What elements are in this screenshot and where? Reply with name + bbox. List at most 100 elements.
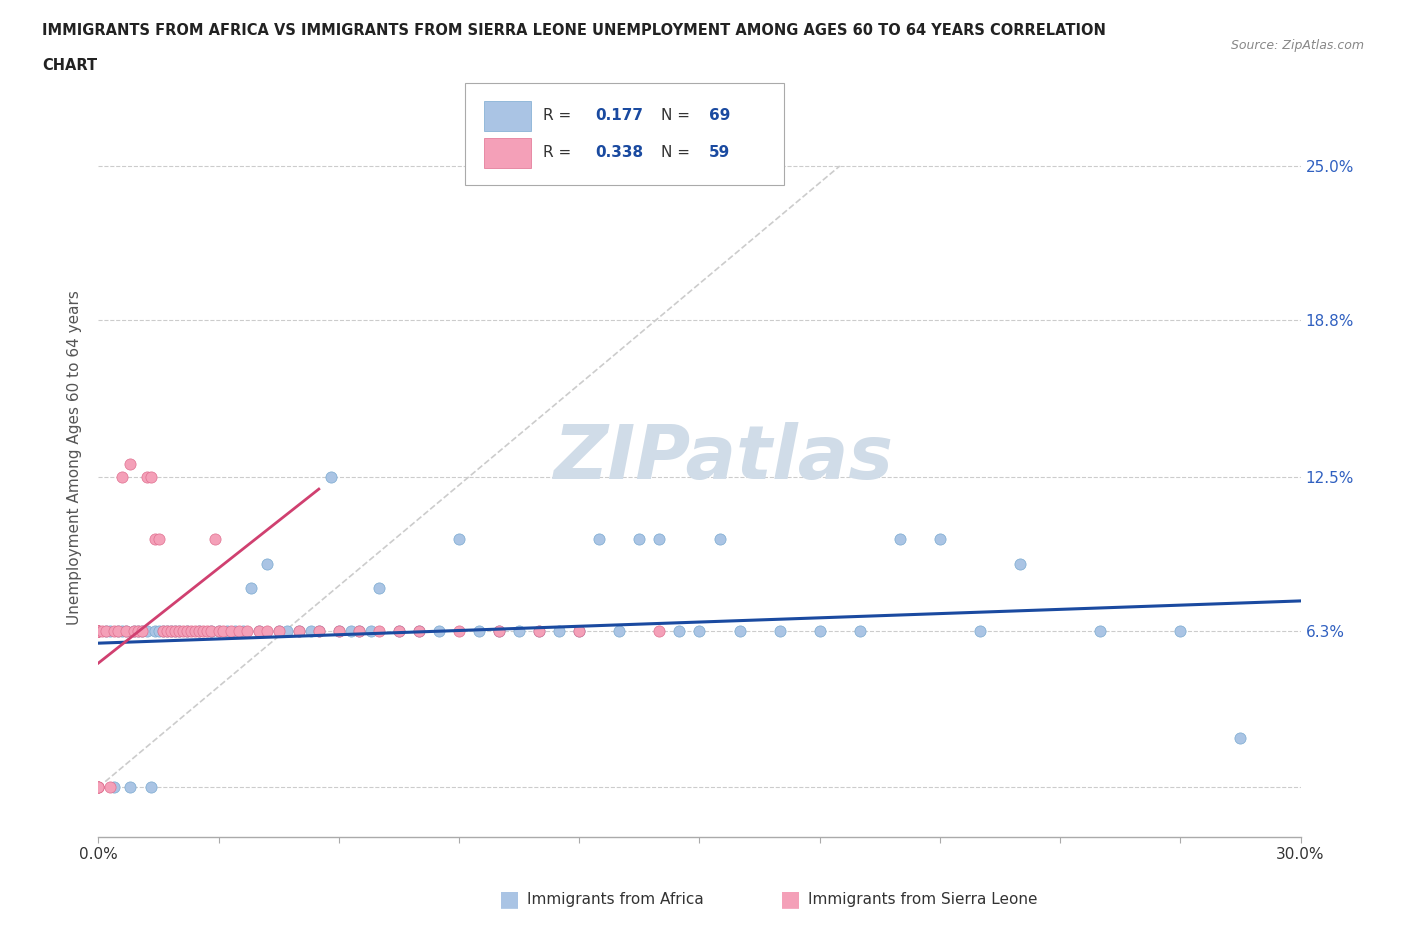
Point — [648, 531, 671, 546]
Point — [148, 623, 170, 638]
Point — [143, 623, 166, 638]
Point — [200, 623, 222, 638]
Point — [1229, 730, 1251, 745]
Point — [200, 623, 222, 638]
Text: R =: R = — [543, 108, 576, 123]
Point — [96, 623, 118, 638]
Text: ■: ■ — [780, 889, 801, 910]
Point — [568, 623, 591, 638]
Text: R =: R = — [543, 145, 576, 160]
Point — [388, 623, 411, 638]
Point — [111, 470, 134, 485]
Point — [87, 780, 110, 795]
Point — [128, 623, 150, 638]
Point — [368, 581, 391, 596]
Point — [139, 470, 162, 485]
Y-axis label: Unemployment Among Ages 60 to 64 years: Unemployment Among Ages 60 to 64 years — [67, 290, 83, 626]
Point — [328, 623, 350, 638]
Point — [115, 623, 138, 638]
Text: N =: N = — [661, 145, 695, 160]
Point — [408, 623, 430, 638]
Text: Source: ZipAtlas.com: Source: ZipAtlas.com — [1230, 39, 1364, 52]
Point — [427, 623, 450, 638]
Point — [808, 623, 831, 638]
Point — [288, 623, 311, 638]
Point — [588, 531, 610, 546]
Point — [152, 623, 174, 638]
Point — [360, 623, 382, 638]
Point — [124, 623, 146, 638]
Point — [103, 623, 125, 638]
Point — [87, 780, 110, 795]
Point — [769, 623, 792, 638]
Point — [219, 623, 242, 638]
Point — [208, 623, 231, 638]
Point — [267, 623, 290, 638]
Point — [1088, 623, 1111, 638]
FancyBboxPatch shape — [465, 83, 783, 185]
Point — [347, 623, 370, 638]
Point — [120, 780, 142, 795]
Point — [155, 623, 177, 638]
Point — [1010, 556, 1032, 571]
Point — [408, 623, 430, 638]
Point — [87, 780, 110, 795]
Point — [299, 623, 322, 638]
Point — [256, 623, 278, 638]
Point — [211, 623, 233, 638]
Point — [143, 531, 166, 546]
Point — [87, 623, 110, 638]
Point — [176, 623, 198, 638]
Point — [87, 780, 110, 795]
Point — [103, 780, 125, 795]
Point — [247, 623, 270, 638]
Point — [187, 623, 209, 638]
Point — [224, 623, 246, 638]
Text: 69: 69 — [709, 108, 731, 123]
Point — [668, 623, 690, 638]
Point — [889, 531, 911, 546]
Point — [728, 623, 751, 638]
Point — [180, 623, 202, 638]
Point — [447, 623, 470, 638]
Text: CHART: CHART — [42, 58, 97, 73]
Point — [124, 623, 146, 638]
Point — [159, 623, 181, 638]
Point — [340, 623, 363, 638]
Point — [328, 623, 350, 638]
Text: Immigrants from Sierra Leone: Immigrants from Sierra Leone — [808, 892, 1038, 907]
Point — [135, 623, 157, 638]
Point — [488, 623, 510, 638]
Point — [208, 623, 231, 638]
Point — [195, 623, 218, 638]
Point — [172, 623, 194, 638]
Point — [87, 623, 110, 638]
Point — [131, 623, 153, 638]
Point — [91, 623, 114, 638]
Point — [232, 623, 254, 638]
Point — [288, 623, 311, 638]
Text: ■: ■ — [499, 889, 520, 910]
Point — [239, 581, 262, 596]
Point — [191, 623, 214, 638]
Point — [235, 623, 257, 638]
FancyBboxPatch shape — [484, 139, 531, 167]
Point — [167, 623, 190, 638]
Point — [107, 623, 129, 638]
Point — [529, 623, 551, 638]
Point — [368, 623, 391, 638]
Point — [159, 623, 181, 638]
Point — [267, 623, 290, 638]
Point — [111, 623, 134, 638]
Point — [120, 457, 142, 472]
Point — [929, 531, 952, 546]
Point — [319, 470, 342, 485]
Point — [447, 531, 470, 546]
Point — [709, 531, 731, 546]
Point — [139, 780, 162, 795]
Point — [96, 623, 118, 638]
Point — [176, 623, 198, 638]
Point — [183, 623, 205, 638]
Text: IMMIGRANTS FROM AFRICA VS IMMIGRANTS FROM SIERRA LEONE UNEMPLOYMENT AMONG AGES 6: IMMIGRANTS FROM AFRICA VS IMMIGRANTS FRO… — [42, 23, 1107, 38]
Point — [849, 623, 872, 638]
